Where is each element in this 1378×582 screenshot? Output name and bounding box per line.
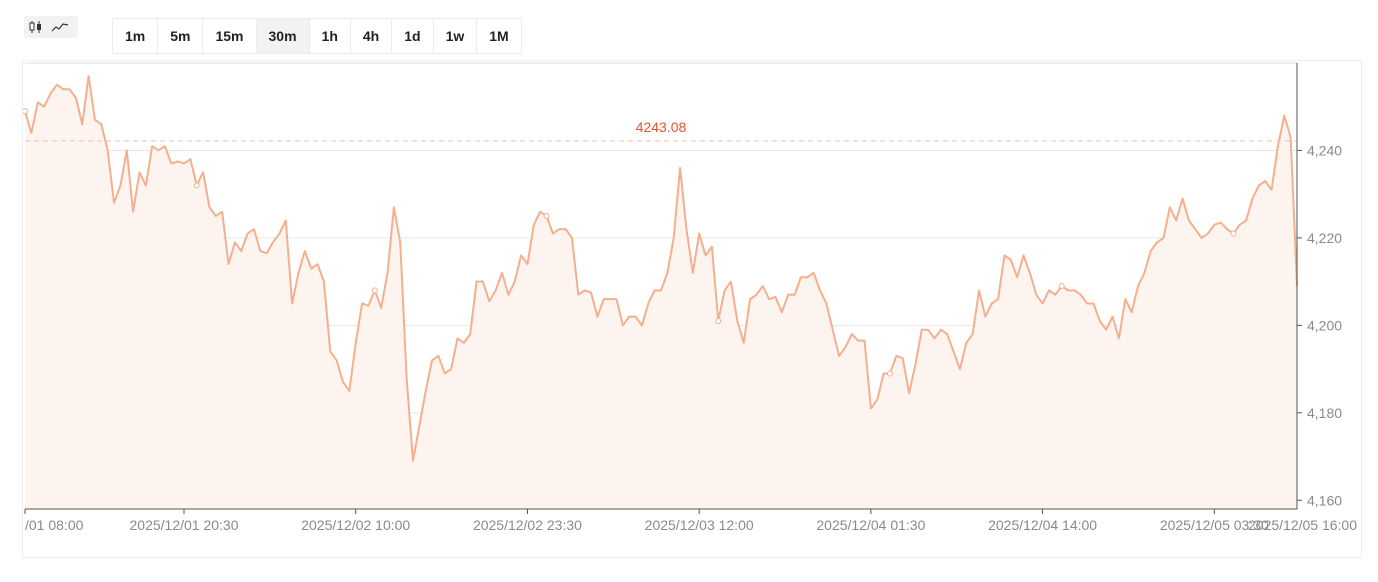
y-tick-label: 4,220 [1307,230,1342,246]
x-tick-label: 2025/12/01 20:30 [130,517,239,533]
price-point [715,317,722,324]
y-tick-label: 4,240 [1307,142,1342,158]
y-tick-label: 4,180 [1307,405,1342,421]
interval-15m-button[interactable]: 15m [203,19,257,53]
x-tick-label: /01 08:00 [25,517,84,533]
price-line [24,75,1298,462]
y-tick-label: 4,160 [1307,492,1342,508]
price-point [23,108,28,115]
interval-1d-button[interactable]: 1d [392,19,434,53]
interval-1w-button[interactable]: 1w [434,19,478,53]
line-chart-icon[interactable] [48,16,72,38]
price-area [25,76,1297,510]
x-tick-label: 2025/12/02 10:00 [301,517,410,533]
interval-selector: 1m 5m 15m 30m 1h 4h 1d 1w 1M [112,18,522,54]
interval-1m-button[interactable]: 1m [113,19,159,53]
interval-5m-button[interactable]: 5m [158,19,204,53]
price-point [1058,283,1065,289]
chart-type-toggle [24,16,78,38]
interval-1M-button[interactable]: 1M [489,28,509,44]
price-point [1230,230,1237,237]
price-point [886,370,893,377]
x-tick-label: 2025/12/03 12:00 [645,517,754,533]
x-tick-label: 2025/12/05 03:30 [1160,517,1269,533]
price-point [193,182,200,189]
reference-line-label: 4243.08 [636,119,687,135]
x-tick-label: 2025/12/04 14:00 [988,517,1097,533]
x-tick-label: 2025/12/05 16:00 [1248,517,1357,533]
x-tick-label: 2025/12/04 01:30 [816,517,925,533]
price-chart-panel[interactable]: 4243.08 4,160 4,180 4,200 4,220 4,240/01 08:0… [22,60,1362,558]
candlestick-icon[interactable] [24,16,48,38]
y-tick-label: 4,200 [1307,317,1342,333]
interval-1h-button[interactable]: 1h [310,19,351,53]
price-point [543,213,550,220]
x-tick-label: 2025/12/02 23:30 [473,517,582,533]
price-chart[interactable]: 4243.08 4,160 4,180 4,200 4,220 4,240/01 08:0… [23,61,1361,557]
interval-30m-button[interactable]: 30m [256,19,310,53]
interval-4h-button[interactable]: 4h [351,19,393,53]
price-point [371,287,378,294]
